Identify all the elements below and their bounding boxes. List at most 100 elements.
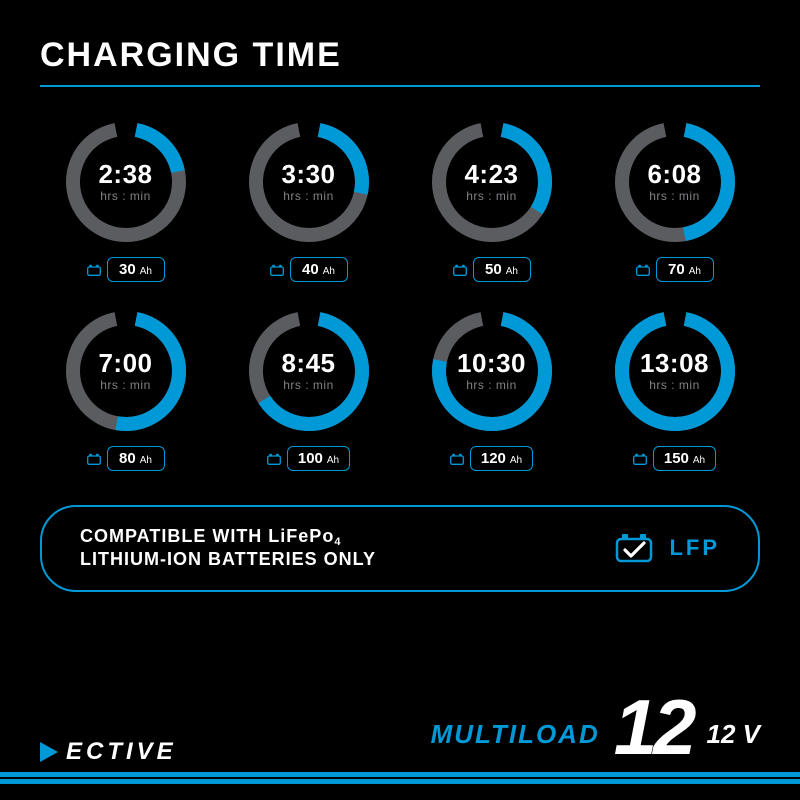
gauge-center: 8:45 hrs : min: [244, 306, 374, 436]
gauge-cell: 3:30 hrs : min 40 Ah: [223, 117, 394, 282]
gauge-unit-label: hrs : min: [283, 189, 334, 203]
battery-icon: [87, 264, 101, 276]
capacity-unit: Ah: [506, 266, 518, 277]
compatibility-box: COMPATIBLE WITH LiFePo4 LITHIUM-ION BATT…: [40, 505, 760, 592]
capacity-value: 150: [664, 450, 689, 467]
battery-icon: [453, 264, 467, 276]
capacity-badge: 100 Ah: [267, 446, 350, 471]
gauge-time: 2:38: [98, 161, 152, 187]
capacity-unit: Ah: [323, 266, 335, 277]
battery-icon: [87, 453, 101, 465]
gauge: 6:08 hrs : min: [610, 117, 740, 247]
brand-text: ECTIVE: [66, 738, 177, 766]
capacity-value: 120: [481, 450, 506, 467]
compat-line1: COMPATIBLE WITH LiFePo: [80, 526, 334, 546]
capacity-unit: Ah: [327, 455, 339, 466]
gauge-cell: 6:08 hrs : min 70 Ah: [589, 117, 760, 282]
capacity-unit: Ah: [510, 455, 522, 466]
gauge-unit-label: hrs : min: [283, 378, 334, 392]
gauge-center: 2:38 hrs : min: [61, 117, 191, 247]
gauge-unit-label: hrs : min: [649, 189, 700, 203]
gauge-time: 8:45: [281, 350, 335, 376]
capacity-badge: 30Ah: [87, 257, 165, 282]
gauge-center: 3:30 hrs : min: [244, 117, 374, 247]
brand-logo: ECTIVE: [40, 738, 177, 766]
gauge-grid: 2:38 hrs : min 30Ah 3:30 hrs : min 40 Ah 4:23 hr…: [40, 117, 760, 471]
gauge-time: 10:30: [457, 350, 526, 376]
compat-badge-label: LFP: [669, 535, 720, 561]
capacity-value: 50: [485, 261, 502, 278]
battery-icon: [267, 453, 281, 465]
gauge: 4:23 hrs : min: [427, 117, 557, 247]
capacity-value: 80: [119, 450, 136, 467]
gauge-cell: 13:08 hrs : min 150 Ah: [589, 306, 760, 471]
capacity-badge: 80 Ah: [87, 446, 165, 471]
gauge-center: 6:08 hrs : min: [610, 117, 740, 247]
capacity-pill: 150 Ah: [653, 446, 716, 471]
gauge-center: 10:30 hrs : min: [427, 306, 557, 436]
gauge: 13:08 hrs : min: [610, 306, 740, 436]
capacity-badge: 40 Ah: [270, 257, 348, 282]
battery-icon: [270, 264, 284, 276]
gauge-unit-label: hrs : min: [100, 189, 151, 203]
product-voltage: 12 V: [707, 719, 761, 750]
gauge-unit-label: hrs : min: [649, 378, 700, 392]
gauge: 7:00 hrs : min: [61, 306, 191, 436]
compat-line2: LITHIUM-ION BATTERIES ONLY: [80, 549, 376, 569]
product-name: MULTILOAD: [431, 719, 600, 750]
gauge-time: 3:30: [281, 161, 335, 187]
battery-icon: [636, 264, 650, 276]
capacity-unit: Ah: [140, 266, 152, 277]
capacity-pill: 30Ah: [107, 257, 165, 282]
gauge-unit-label: hrs : min: [466, 378, 517, 392]
capacity-badge: 70 Ah: [636, 257, 714, 282]
capacity-unit: Ah: [140, 455, 152, 466]
gauge-cell: 10:30 hrs : min 120 Ah: [406, 306, 577, 471]
battery-icon: [450, 453, 464, 465]
product-number: 12: [614, 696, 693, 758]
gauge-cell: 2:38 hrs : min 30Ah: [40, 117, 211, 282]
capacity-badge: 120 Ah: [450, 446, 533, 471]
compat-sub: 4: [334, 536, 341, 548]
gauge-unit-label: hrs : min: [100, 378, 151, 392]
capacity-pill: 100 Ah: [287, 446, 350, 471]
capacity-value: 40: [302, 261, 319, 278]
capacity-pill: 120 Ah: [470, 446, 533, 471]
gauge-unit-label: hrs : min: [466, 189, 517, 203]
brand-triangle-icon: [40, 742, 58, 762]
compatibility-badge: LFP: [615, 532, 720, 564]
capacity-unit: Ah: [693, 455, 705, 466]
capacity-value: 100: [298, 450, 323, 467]
gauge: 2:38 hrs : min: [61, 117, 191, 247]
page-title: CHARGING TIME: [40, 36, 760, 81]
gauge-center: 7:00 hrs : min: [61, 306, 191, 436]
gauge-time: 7:00: [98, 350, 152, 376]
capacity-badge: 50 Ah: [453, 257, 531, 282]
capacity-pill: 40 Ah: [290, 257, 348, 282]
title-underline: [40, 85, 760, 87]
product-line: MULTILOAD 12 12 V: [431, 696, 760, 758]
compatibility-text: COMPATIBLE WITH LiFePo4 LITHIUM-ION BATT…: [80, 525, 376, 572]
capacity-pill: 50 Ah: [473, 257, 531, 282]
gauge: 3:30 hrs : min: [244, 117, 374, 247]
capacity-value: 70: [668, 261, 685, 278]
gauge-time: 4:23: [464, 161, 518, 187]
capacity-badge: 150 Ah: [633, 446, 716, 471]
gauge-center: 4:23 hrs : min: [427, 117, 557, 247]
gauge-center: 13:08 hrs : min: [610, 306, 740, 436]
gauge-cell: 4:23 hrs : min 50 Ah: [406, 117, 577, 282]
gauge-time: 6:08: [647, 161, 701, 187]
battery-check-icon: [615, 532, 657, 564]
capacity-pill: 70 Ah: [656, 257, 714, 282]
capacity-unit: Ah: [689, 266, 701, 277]
gauge: 8:45 hrs : min: [244, 306, 374, 436]
gauge-cell: 7:00 hrs : min 80 Ah: [40, 306, 211, 471]
footer: MULTILOAD 12 12 V ECTIVE: [0, 680, 800, 800]
gauge: 10:30 hrs : min: [427, 306, 557, 436]
capacity-pill: 80 Ah: [107, 446, 165, 471]
gauge-time: 13:08: [640, 350, 709, 376]
battery-icon: [633, 453, 647, 465]
gauge-cell: 8:45 hrs : min 100 Ah: [223, 306, 394, 471]
footer-stripe: [0, 772, 800, 784]
page: CHARGING TIME 2:38 hrs : min 30Ah 3:30 hrs :…: [0, 0, 800, 800]
